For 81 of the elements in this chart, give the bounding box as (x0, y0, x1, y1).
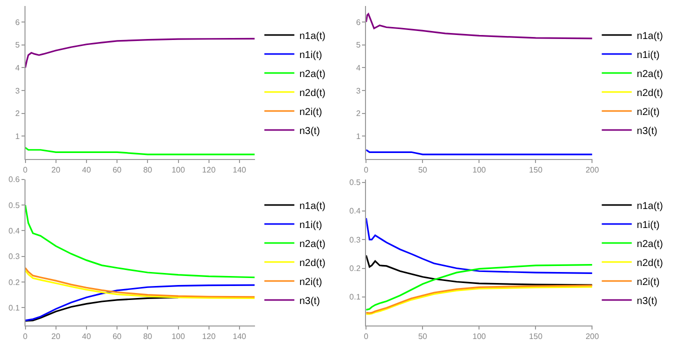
x-tick-label: 150 (529, 166, 543, 175)
x-tick-label: 0 (23, 166, 28, 175)
y-tick-label: 0.2 (8, 278, 20, 287)
x-tick-label: 120 (202, 332, 216, 342)
x-tick-label: 200 (586, 166, 600, 175)
legend-label: n1i(t) (636, 220, 660, 231)
y-tick-label: 5 (356, 40, 362, 50)
x-tick-label: 100 (472, 332, 486, 342)
line-series (25, 146, 255, 156)
legend-label: n2d(t) (299, 88, 326, 99)
line-series (25, 38, 255, 68)
x-tick-label: 40 (82, 166, 92, 175)
y-tick-label: 2 (356, 109, 362, 118)
legend-label: n1a(t) (299, 30, 326, 42)
y-tick-label: 0.3 (349, 235, 362, 244)
line-series (25, 204, 255, 278)
x-tick-label: 60 (112, 332, 122, 342)
x-tick-label: 100 (472, 166, 486, 175)
legend-label: n3(t) (636, 126, 658, 137)
y-tick-label: 3 (356, 86, 362, 96)
legend-label: n3(t) (636, 296, 658, 307)
x-tick-label: 0 (364, 332, 369, 342)
y-tick-label: 0.6 (8, 175, 20, 184)
y-tick-label: 4 (356, 63, 362, 72)
y-tick-label: 2 (15, 109, 20, 118)
legend-label: n2d(t) (636, 88, 663, 99)
y-tick-label: 6 (356, 18, 362, 27)
x-tick-label: 150 (529, 332, 543, 342)
x-tick-label: 50 (418, 332, 428, 342)
legend-label: n2i(t) (636, 106, 660, 118)
x-tick-label: 100 (172, 166, 186, 175)
legend-label: n2i(t) (636, 276, 660, 288)
y-tick-label: 3 (15, 86, 20, 96)
y-tick-label: 0.5 (349, 178, 362, 188)
line-series (366, 217, 592, 274)
legend-label: n2a(t) (636, 238, 663, 250)
legend-label: n2i(t) (299, 276, 322, 288)
y-tick-label: 6 (15, 18, 20, 27)
line-series (25, 284, 255, 322)
line-series (366, 264, 592, 311)
x-tick-label: 80 (143, 166, 153, 175)
y-tick-label: 5 (15, 40, 20, 50)
legend-label: n1i(t) (299, 220, 322, 231)
y-tick-label: 0.4 (8, 226, 20, 236)
legend-label: n3(t) (299, 296, 320, 307)
x-tick-label: 100 (172, 332, 186, 342)
legend-label: n1a(t) (299, 200, 326, 212)
legend-label: n1i(t) (636, 50, 660, 61)
legend-label: n2d(t) (299, 258, 326, 269)
legend-label: n1a(t) (636, 200, 663, 212)
legend-label: n2d(t) (636, 258, 663, 269)
x-tick-label: 200 (586, 332, 600, 342)
y-tick-label: 0.1 (8, 303, 20, 312)
legend-label: n2a(t) (299, 68, 326, 80)
y-tick-label: 1 (356, 132, 362, 141)
x-tick-label: 50 (418, 166, 428, 175)
x-tick-label: 80 (143, 332, 153, 342)
y-tick-label: 0.5 (8, 200, 20, 210)
y-tick-label: 0.3 (8, 252, 20, 262)
legend-label: n2a(t) (299, 238, 326, 250)
y-tick-label: 0.4 (349, 206, 362, 216)
legend-label: n1i(t) (299, 50, 322, 61)
y-tick-label: 0.2 (349, 264, 362, 274)
y-tick-label: 0.1 (349, 292, 362, 302)
x-tick-label: 140 (232, 166, 247, 175)
x-tick-label: 0 (364, 166, 369, 175)
x-tick-label: 120 (202, 166, 216, 175)
line-series (366, 13, 592, 40)
x-tick-label: 20 (51, 332, 61, 342)
legend-label: n2i(t) (299, 106, 322, 118)
line-series (366, 254, 592, 286)
x-tick-label: 140 (232, 332, 247, 342)
x-tick-label: 0 (23, 332, 28, 342)
x-tick-label: 60 (112, 166, 122, 175)
y-tick-label: 4 (15, 63, 20, 72)
legend-label: n1a(t) (636, 30, 663, 42)
x-tick-label: 40 (82, 332, 92, 342)
legend-label: n3(t) (299, 126, 320, 137)
y-tick-label: 1 (15, 132, 20, 141)
legend-label: n2a(t) (636, 68, 663, 80)
x-tick-label: 20 (51, 166, 61, 175)
